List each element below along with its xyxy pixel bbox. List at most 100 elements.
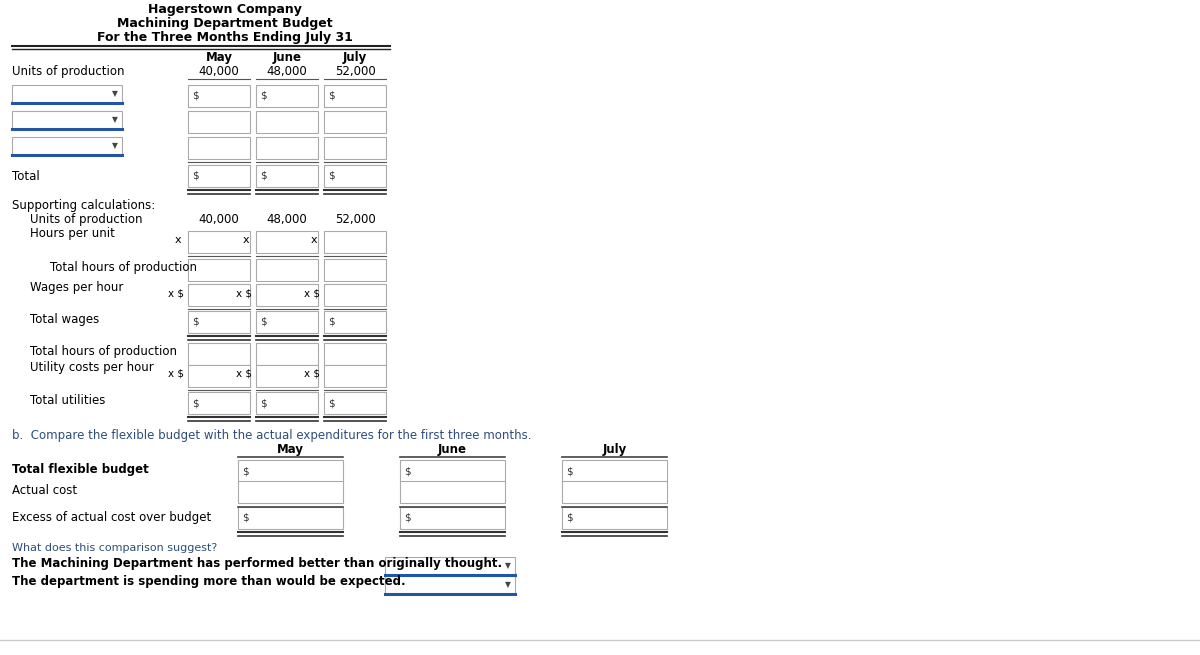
Text: Hours per unit: Hours per unit: [30, 227, 115, 240]
Text: 48,000: 48,000: [266, 66, 307, 79]
FancyBboxPatch shape: [188, 284, 250, 306]
Text: June: June: [272, 52, 301, 64]
FancyBboxPatch shape: [238, 481, 343, 503]
Text: For the Three Months Ending July 31: For the Three Months Ending July 31: [97, 31, 353, 45]
FancyBboxPatch shape: [188, 85, 250, 107]
FancyBboxPatch shape: [324, 365, 386, 387]
FancyBboxPatch shape: [324, 392, 386, 414]
FancyBboxPatch shape: [188, 231, 250, 253]
FancyBboxPatch shape: [562, 507, 667, 529]
Text: May: May: [205, 52, 233, 64]
FancyBboxPatch shape: [238, 460, 343, 482]
FancyBboxPatch shape: [256, 85, 318, 107]
Text: The Machining Department has performed better than originally thought.: The Machining Department has performed b…: [12, 557, 502, 571]
Text: $: $: [192, 317, 199, 327]
Text: What does this comparison suggest?: What does this comparison suggest?: [12, 543, 217, 553]
FancyBboxPatch shape: [256, 365, 318, 387]
Text: x $: x $: [304, 288, 320, 298]
FancyBboxPatch shape: [188, 311, 250, 333]
Text: Utility costs per hour: Utility costs per hour: [30, 362, 154, 375]
Text: x: x: [242, 235, 250, 245]
Text: May: May: [277, 443, 304, 457]
Text: ▼: ▼: [112, 90, 118, 98]
Text: $: $: [192, 91, 199, 101]
FancyBboxPatch shape: [256, 311, 318, 333]
Text: $: $: [260, 91, 266, 101]
FancyBboxPatch shape: [324, 311, 386, 333]
Text: x $: x $: [168, 369, 184, 379]
Text: Total hours of production: Total hours of production: [30, 345, 178, 358]
Text: Machining Department Budget: Machining Department Budget: [118, 18, 332, 31]
Text: $: $: [192, 171, 199, 181]
FancyBboxPatch shape: [324, 231, 386, 253]
Text: Total flexible budget: Total flexible budget: [12, 464, 149, 476]
Text: $: $: [260, 171, 266, 181]
FancyBboxPatch shape: [400, 507, 505, 529]
Text: $: $: [242, 513, 248, 523]
Text: Units of production: Units of production: [12, 66, 125, 79]
FancyBboxPatch shape: [256, 259, 318, 281]
Text: x $: x $: [304, 369, 320, 379]
FancyBboxPatch shape: [188, 111, 250, 133]
FancyBboxPatch shape: [324, 284, 386, 306]
Text: x: x: [175, 235, 181, 245]
FancyBboxPatch shape: [324, 85, 386, 107]
Text: Hagerstown Company: Hagerstown Company: [148, 3, 302, 16]
FancyBboxPatch shape: [188, 165, 250, 187]
Text: Supporting calculations:: Supporting calculations:: [12, 198, 155, 212]
Text: Total utilities: Total utilities: [30, 394, 106, 407]
FancyBboxPatch shape: [256, 111, 318, 133]
Text: x $: x $: [236, 288, 252, 298]
Text: Units of production: Units of production: [30, 212, 143, 225]
Text: Excess of actual cost over budget: Excess of actual cost over budget: [12, 510, 211, 523]
Text: Total hours of production: Total hours of production: [50, 261, 197, 274]
FancyBboxPatch shape: [562, 481, 667, 503]
FancyBboxPatch shape: [12, 137, 122, 155]
FancyBboxPatch shape: [385, 576, 515, 594]
Text: Wages per hour: Wages per hour: [30, 282, 124, 295]
Text: July: July: [343, 52, 367, 64]
FancyBboxPatch shape: [188, 137, 250, 159]
Text: The department is spending more than would be expected.: The department is spending more than wou…: [12, 576, 406, 588]
Text: $: $: [328, 317, 335, 327]
Text: $: $: [242, 466, 248, 476]
FancyBboxPatch shape: [12, 111, 122, 129]
FancyBboxPatch shape: [256, 284, 318, 306]
FancyBboxPatch shape: [188, 365, 250, 387]
FancyBboxPatch shape: [256, 392, 318, 414]
FancyBboxPatch shape: [238, 507, 343, 529]
Text: x $: x $: [168, 288, 184, 298]
Text: 52,000: 52,000: [335, 66, 376, 79]
FancyBboxPatch shape: [324, 111, 386, 133]
FancyBboxPatch shape: [188, 259, 250, 281]
FancyBboxPatch shape: [324, 259, 386, 281]
FancyBboxPatch shape: [400, 460, 505, 482]
Text: $: $: [566, 466, 572, 476]
Text: Total: Total: [12, 170, 40, 183]
FancyBboxPatch shape: [188, 343, 250, 365]
Text: b.  Compare the flexible budget with the actual expenditures for the first three: b. Compare the flexible budget with the …: [12, 428, 532, 441]
Text: 40,000: 40,000: [199, 66, 239, 79]
Text: $: $: [404, 513, 410, 523]
Text: x $: x $: [236, 369, 252, 379]
Text: 48,000: 48,000: [266, 212, 307, 225]
FancyBboxPatch shape: [324, 343, 386, 365]
Text: July: July: [602, 443, 626, 457]
FancyBboxPatch shape: [324, 165, 386, 187]
Text: $: $: [192, 398, 199, 408]
Text: Total wages: Total wages: [30, 314, 100, 326]
Text: x: x: [311, 235, 317, 245]
Text: ▼: ▼: [505, 561, 511, 571]
Text: $: $: [260, 317, 266, 327]
Text: June: June: [438, 443, 467, 457]
FancyBboxPatch shape: [400, 481, 505, 503]
Text: $: $: [328, 91, 335, 101]
Text: 52,000: 52,000: [335, 212, 376, 225]
FancyBboxPatch shape: [188, 392, 250, 414]
FancyBboxPatch shape: [562, 460, 667, 482]
Text: $: $: [328, 171, 335, 181]
FancyBboxPatch shape: [256, 165, 318, 187]
Text: 40,000: 40,000: [199, 212, 239, 225]
FancyBboxPatch shape: [256, 343, 318, 365]
FancyBboxPatch shape: [256, 231, 318, 253]
